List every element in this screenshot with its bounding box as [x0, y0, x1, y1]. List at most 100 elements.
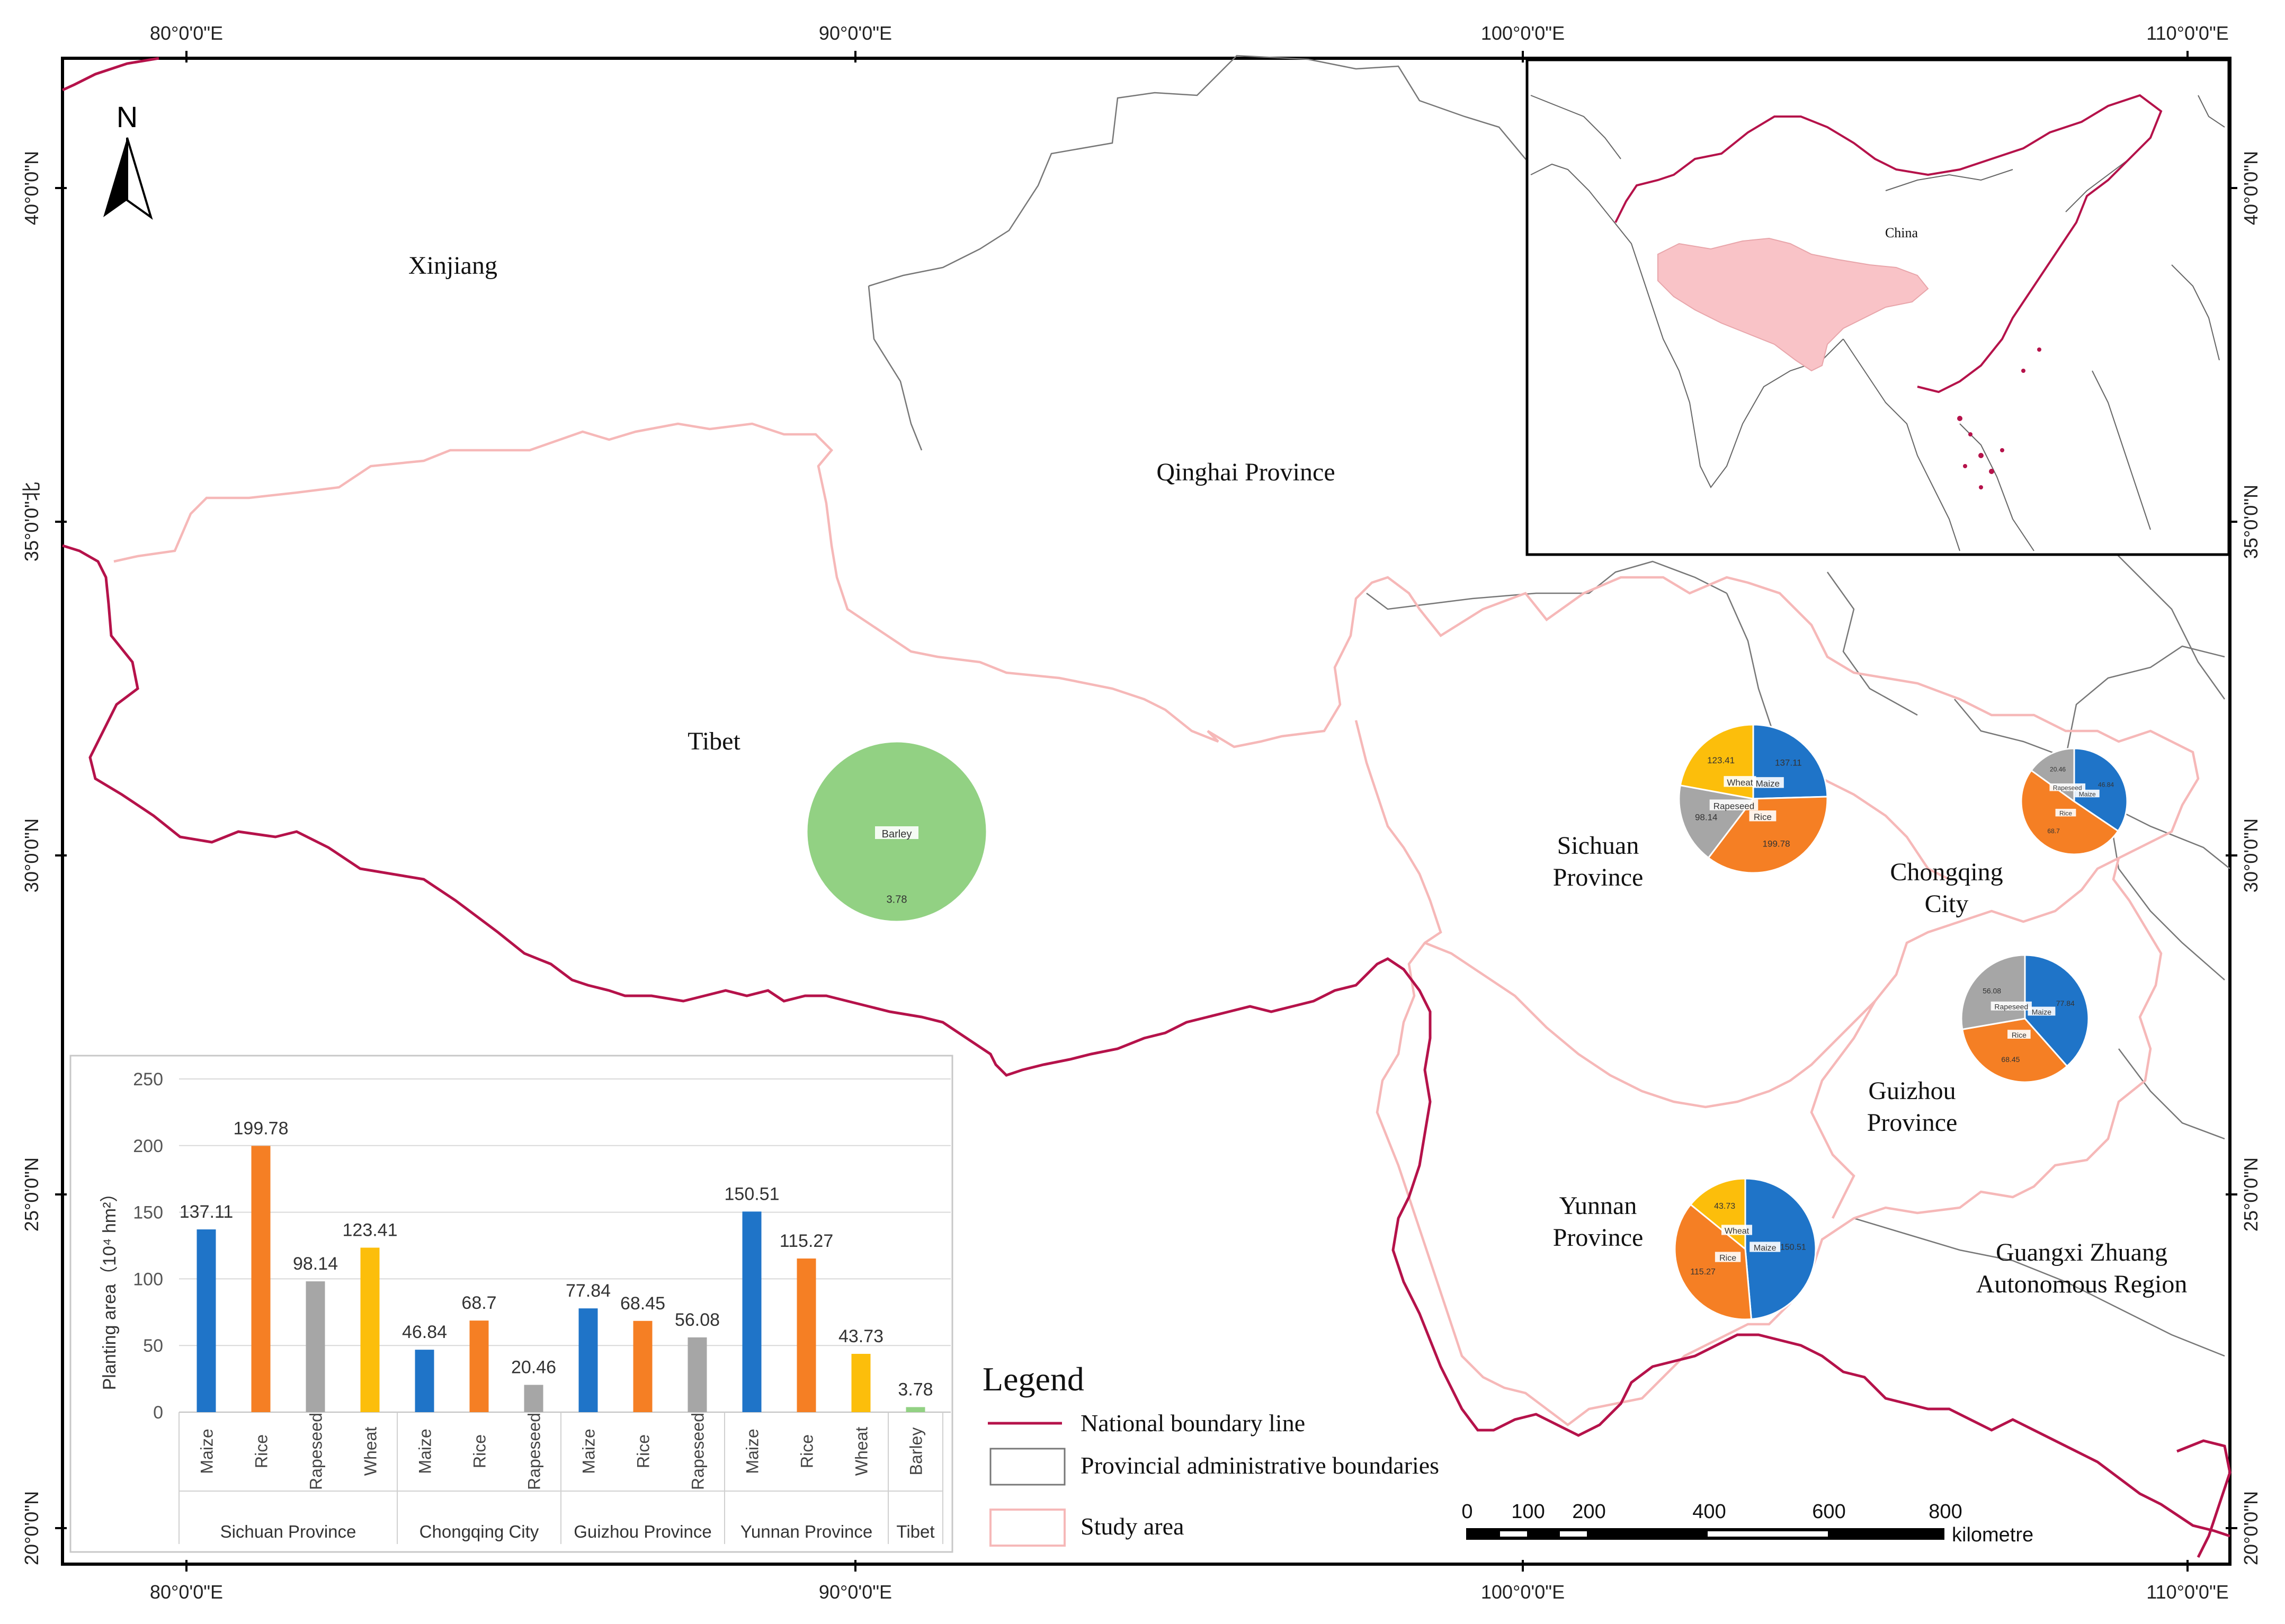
region-label-sichuan-line2: Province — [1553, 863, 1644, 891]
bar-category-label: Rice — [634, 1434, 653, 1468]
lon-label-90-top: 90°0'0"E — [819, 22, 892, 44]
bar-guizhou-province-maize — [578, 1308, 598, 1412]
lat-label-25-left: 25°0'0"N — [21, 1157, 42, 1232]
lon-label-110-bottom: 110°0'0"E — [2146, 1581, 2229, 1603]
scale-unit: kilometre — [1952, 1524, 2033, 1546]
bar-group-label: Tibet — [896, 1522, 934, 1541]
bar-data-label: 20.46 — [511, 1358, 556, 1378]
pie-slice-name: Maize — [1756, 779, 1780, 789]
bar-sichuan-province-wheat — [360, 1247, 380, 1412]
lon-label-80-bottom: 80°0'0"E — [150, 1581, 223, 1603]
pie-name-box — [875, 826, 918, 839]
bar-category-label: Maize — [198, 1429, 217, 1474]
bar-data-label: 56.08 — [675, 1310, 720, 1330]
pie-slice-value: 68.45 — [2001, 1055, 2020, 1064]
scale-tick-400: 400 — [1692, 1501, 1726, 1523]
pie-slice-rice — [1707, 796, 1828, 874]
bar-chongqing-city-maize — [415, 1350, 434, 1412]
bar-data-label: 46.84 — [402, 1322, 447, 1342]
north-arrow-letter: N — [117, 100, 138, 133]
pie-slice-value: 3.78 — [887, 894, 907, 906]
bar-data-label: 68.45 — [620, 1293, 665, 1314]
legend-province-swatch — [989, 1448, 1066, 1486]
pie-slice-name: Rapeseed — [2053, 784, 2082, 792]
lat-label-40-right: 40°0'0"N — [2240, 151, 2262, 225]
bar-category-label: Rice — [252, 1434, 271, 1468]
pie-tibet: Barley 3.78 — [806, 740, 988, 923]
bar-yunnan-province-rice — [797, 1258, 816, 1412]
pie-slice-name: Rice — [2059, 810, 2072, 817]
lat-label-30-left: 30°0'0"N — [21, 818, 42, 893]
lon-label-100-top: 100°0'0"E — [1481, 22, 1565, 44]
longitude-labels-bottom: 80°0'0"E 90°0'0"E 100°0'0"E 110°0'0"E — [150, 1581, 2229, 1603]
pie-slice-name: Rapeseed — [1713, 801, 1755, 811]
pie-slice-value: 77.84 — [2056, 999, 2075, 1007]
bar-tibet-barley — [906, 1407, 925, 1412]
pie-name-box — [1724, 776, 1756, 787]
bar-chart-ytick: 200 — [133, 1136, 163, 1156]
region-label-yunnan-line2: Province — [1553, 1224, 1644, 1252]
pie-guizhou-province: Maize 77.84 Rice 68.45 Rapeseed 56.08 — [1960, 954, 2090, 1083]
bar-chart-ytick: 0 — [153, 1403, 163, 1423]
scale-tick-800: 800 — [1929, 1501, 1962, 1523]
pie-name-box — [1750, 1242, 1781, 1252]
pie-name-box — [1709, 799, 1759, 810]
pie-slice-name: Rice — [1754, 812, 1772, 822]
pie-name-box — [2055, 808, 2076, 817]
pie-slice-name: Rapeseed — [1994, 1003, 2028, 1011]
lat-label-40-left: 40°0'0"N — [21, 151, 42, 225]
bar-data-label: 137.11 — [180, 1202, 233, 1222]
bar-category-label: Maize — [416, 1429, 435, 1474]
pie-slice-value: 123.41 — [1707, 755, 1735, 765]
bar-data-label: 123.41 — [343, 1220, 398, 1241]
bar-data-label: 150.51 — [725, 1184, 780, 1204]
region-label-qinghai: Qinghai Province — [1156, 458, 1335, 486]
region-label-chongqing-line2: City — [1925, 890, 1969, 918]
pie-slice-value: 199.78 — [1763, 839, 1790, 849]
pie-slice-name: Rice — [1719, 1254, 1736, 1263]
pie-slice-name: Wheat — [1727, 778, 1753, 788]
scale-tick-600: 600 — [1812, 1501, 1845, 1523]
pie-slice-maize — [2024, 954, 2090, 1067]
pie-slice-name: Barley — [882, 828, 912, 840]
bar-data-label: 98.14 — [293, 1254, 338, 1274]
pie-slice-name: Maize — [2079, 790, 2096, 798]
pie-slice-value: 137.11 — [1775, 758, 1802, 768]
pie-slice-name: Maize — [2032, 1007, 2052, 1016]
pie-slice-rice — [1961, 1018, 2068, 1083]
pie-name-box — [1991, 1001, 2032, 1011]
lon-label-90-bottom: 90°0'0"E — [819, 1581, 892, 1603]
inset-study-area — [1657, 237, 1929, 372]
region-label-guizhou-line2: Province — [1867, 1109, 1958, 1137]
bar-guizhou-province-rice — [633, 1320, 653, 1412]
bar-sichuan-province-rice — [251, 1146, 271, 1412]
pie-slice-value: 98.14 — [1695, 812, 1718, 822]
bar-category-label: Maize — [579, 1429, 599, 1474]
legend-item-national: National boundary line — [1081, 1409, 1305, 1436]
lon-label-110-top: 110°0'0"E — [2146, 22, 2229, 44]
bar-chongqing-city-rapeseed — [524, 1385, 543, 1412]
north-arrow-icon: N — [103, 100, 153, 220]
bar-category-label: Maize — [743, 1429, 762, 1474]
bar-group-label: Yunnan Province — [740, 1522, 873, 1541]
bar-category-label: Rapeseed — [689, 1413, 708, 1490]
bar-data-label: 43.73 — [838, 1326, 883, 1346]
region-label-guizhou-line1: Guizhou — [1868, 1077, 1956, 1105]
pie-slice-name: Maize — [1754, 1244, 1777, 1253]
pie-name-box — [1715, 1252, 1741, 1262]
lat-label-30-right: 30°0'0"N — [2240, 818, 2262, 893]
bar-sichuan-province-rapeseed — [306, 1281, 325, 1412]
lat-label-35-left: 35°0'0"北 — [21, 482, 42, 561]
pie-slice-maize — [2073, 747, 2128, 832]
bar-data-label: 199.78 — [234, 1118, 289, 1138]
lat-label-25-right: 25°0'0"N — [2240, 1157, 2262, 1232]
bar-data-label: 77.84 — [566, 1281, 611, 1301]
bar-group-label: Guizhou Province — [574, 1522, 711, 1541]
bar-sichuan-province-maize — [197, 1229, 216, 1412]
bar-data-label: 68.7 — [461, 1293, 496, 1313]
bar-category-label: Barley — [907, 1427, 926, 1476]
